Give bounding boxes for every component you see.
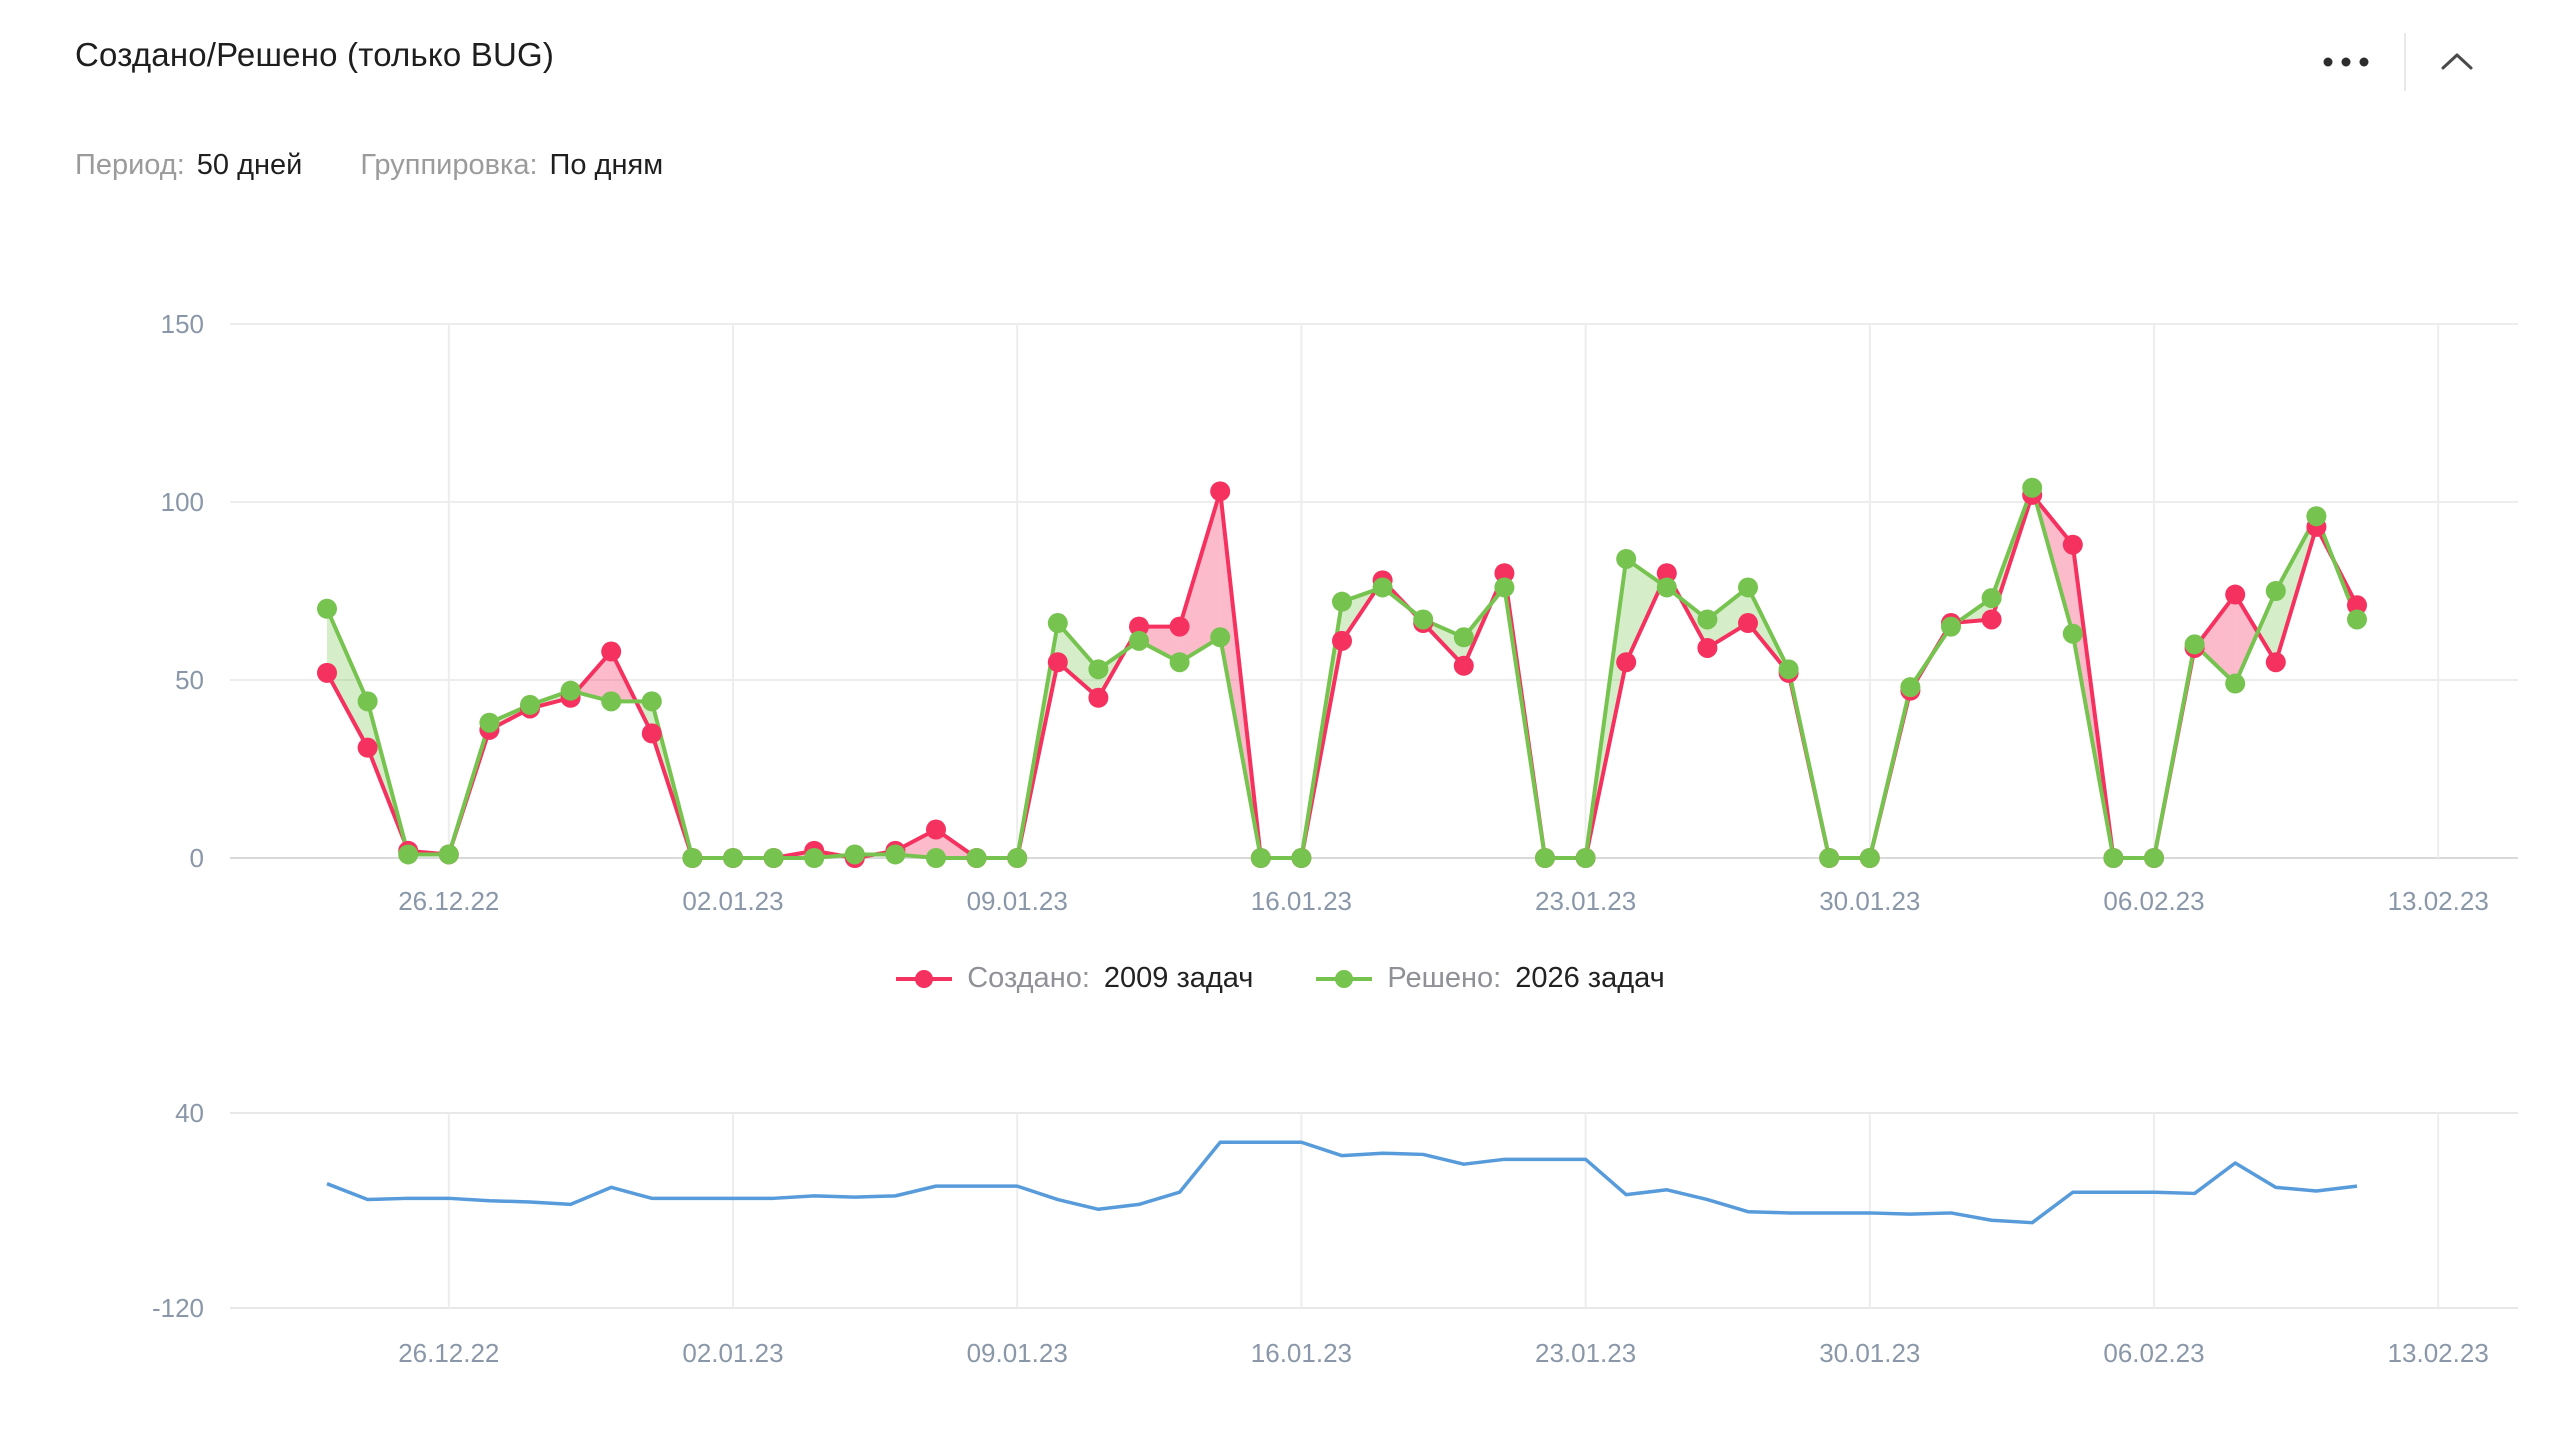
widget-menu-button[interactable] bbox=[2316, 48, 2376, 76]
legend-item-resolved[interactable]: Решено: 2026 задач bbox=[1315, 962, 1665, 995]
period-label: Период: bbox=[75, 149, 185, 181]
legend-item-created[interactable]: Создано: 2009 задач bbox=[895, 962, 1253, 995]
svg-text:26.12.22: 26.12.22 bbox=[398, 886, 499, 916]
chevron-up-icon bbox=[2441, 53, 2473, 70]
svg-text:13.02.23: 13.02.23 bbox=[2388, 886, 2489, 916]
svg-text:50: 50 bbox=[175, 665, 204, 695]
svg-text:06.02.23: 06.02.23 bbox=[2103, 886, 2204, 916]
widget-controls bbox=[2316, 33, 2480, 91]
svg-text:30.01.23: 30.01.23 bbox=[1819, 886, 1920, 916]
svg-text:02.01.23: 02.01.23 bbox=[682, 1338, 783, 1368]
svg-text:23.01.23: 23.01.23 bbox=[1535, 886, 1636, 916]
resolved-series-marker bbox=[1316, 969, 1373, 988]
svg-text:16.01.23: 16.01.23 bbox=[1251, 1338, 1352, 1368]
svg-text:16.01.23: 16.01.23 bbox=[1251, 886, 1352, 916]
svg-text:40: 40 bbox=[175, 1098, 204, 1128]
svg-text:02.01.23: 02.01.23 bbox=[682, 886, 783, 916]
period-value: 50 дней bbox=[196, 149, 303, 181]
svg-text:100: 100 bbox=[161, 487, 204, 517]
ellipsis-icon bbox=[2323, 57, 2369, 67]
controls-divider bbox=[2404, 33, 2406, 91]
svg-text:09.01.23: 09.01.23 bbox=[967, 1338, 1068, 1368]
grouping-value: По дням bbox=[549, 149, 664, 181]
svg-text:06.02.23: 06.02.23 bbox=[2103, 1338, 2204, 1368]
svg-text:-120: -120 bbox=[152, 1293, 204, 1323]
collapse-button[interactable] bbox=[2434, 44, 2480, 80]
resolved-legend-label: Решено: bbox=[1387, 962, 1502, 994]
svg-text:26.12.22: 26.12.22 bbox=[398, 1338, 499, 1368]
svg-text:09.01.23: 09.01.23 bbox=[967, 886, 1068, 916]
filters-row: Период: 50 дней Группировка: По дням bbox=[75, 148, 663, 183]
svg-text:30.01.23: 30.01.23 bbox=[1819, 1338, 1920, 1368]
svg-text:13.02.23: 13.02.23 bbox=[2388, 1338, 2489, 1368]
grouping-label: Группировка: bbox=[360, 149, 538, 181]
svg-text:150: 150 bbox=[161, 309, 204, 339]
created-legend-label: Создано: bbox=[967, 962, 1090, 994]
svg-text:0: 0 bbox=[190, 843, 204, 873]
svg-text:23.01.23: 23.01.23 bbox=[1535, 1338, 1636, 1368]
chart-legend: Создано: 2009 задач Решено: 2026 задач bbox=[0, 962, 2560, 995]
resolved-legend-value: 2026 задач bbox=[1515, 962, 1665, 994]
widget-title: Создано/Решено (только BUG) bbox=[75, 36, 555, 73]
created-legend-value: 2009 задач bbox=[1103, 962, 1254, 994]
created-resolved-chart[interactable]: 26.12.22 02.01.23 09.01.23 16.01.23 23.01.23… bbox=[161, 309, 2518, 916]
cumulative-difference-chart[interactable]: 40 -120 26.12.22 02.01.23 09.01.23 16.01.23 23… bbox=[152, 1098, 2518, 1368]
created-series-marker bbox=[896, 969, 953, 988]
